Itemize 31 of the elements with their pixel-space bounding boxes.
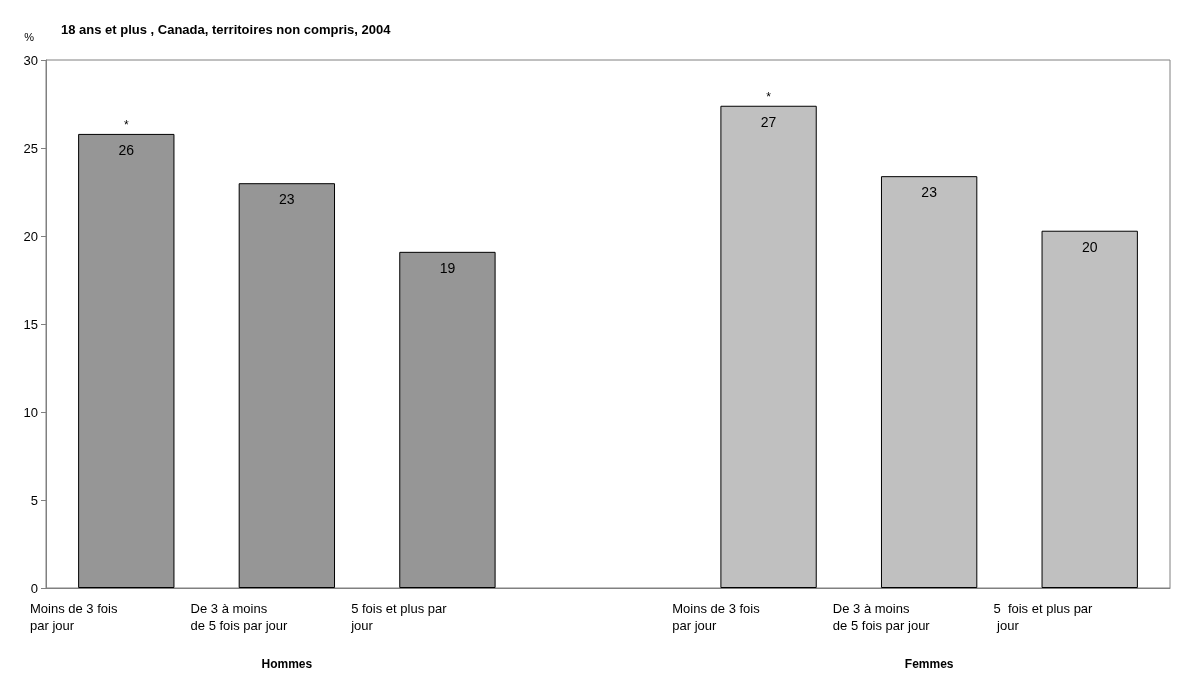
- x-tick-label: De 3 à moins de 5 fois par jour: [832, 601, 931, 633]
- y-tick-label: 25: [23, 140, 38, 156]
- y-tick-label: 5: [30, 492, 38, 508]
- bar: [238, 183, 336, 588]
- annotation: *: [766, 89, 772, 104]
- y-tick-label: 0: [30, 580, 38, 596]
- x-tick-label: 5 fois et plus par jour: [350, 601, 451, 633]
- x-tick-label: De 3 à moins de 5 fois par jour: [190, 601, 289, 633]
- data-label: 19: [439, 259, 456, 276]
- data-label: 23: [279, 191, 295, 208]
- y-tick-label: 15: [23, 316, 38, 332]
- data-label: 27: [760, 113, 777, 130]
- annotation: *: [123, 117, 129, 132]
- data-label: 23: [921, 184, 938, 201]
- text: Hommes: [261, 657, 313, 671]
- bar: [880, 176, 978, 588]
- text: Femmes: [904, 657, 954, 671]
- bar: [720, 105, 817, 588]
- data-label: 26: [118, 141, 135, 158]
- x-tick-label: Moins de 3 fois par jour: [30, 601, 122, 633]
- y-tick-label: 10: [23, 404, 38, 420]
- bar: [1041, 230, 1138, 588]
- data-label: 20: [1081, 238, 1098, 255]
- x-tick-label: 5 fois et plus par jour: [993, 601, 1094, 633]
- y-tick-label: 30: [23, 52, 38, 68]
- bar: [78, 133, 175, 588]
- x-tick-label: Moins de 3 fois par jour: [672, 601, 764, 633]
- y-tick-label: 20: [23, 228, 38, 244]
- chart-title: 18 ans et plus , Canada, territoires non compris, 2004: [61, 22, 392, 37]
- bar: [399, 251, 496, 588]
- y-axis-title: %: [24, 30, 35, 43]
